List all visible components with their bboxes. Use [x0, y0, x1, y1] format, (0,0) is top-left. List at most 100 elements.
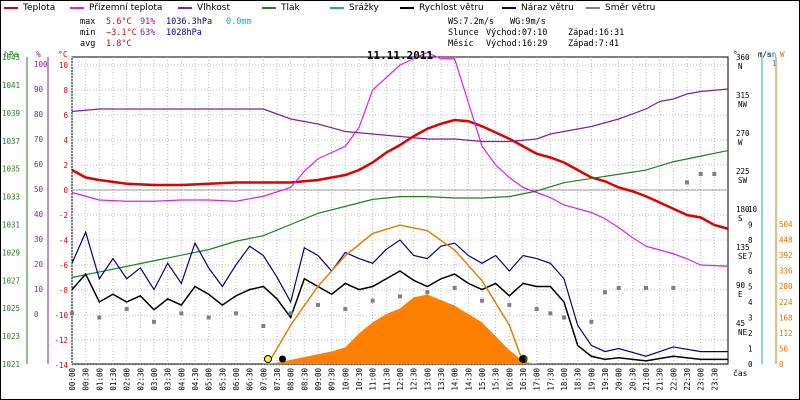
sunrise-marker [263, 355, 272, 363]
stats-avg-temp: 1.8°C [106, 39, 132, 49]
wind-direction-point [534, 307, 539, 312]
wind-direction-point [343, 307, 348, 312]
x-tick-label: 11:30 [382, 368, 391, 391]
sunrise-time: Východ:07:10 [486, 28, 548, 38]
legend-item-2: Přízemní teplota [70, 3, 162, 13]
legend-swatch [4, 6, 18, 9]
legend-swatch [502, 6, 516, 9]
x-tick-label: 16:30 [519, 368, 528, 391]
pressure-tick: 1039 [2, 109, 20, 118]
moonset-time: Západ:7:41 [568, 39, 620, 49]
wind-direction-point [644, 286, 648, 290]
direction-tick-letter: E [738, 290, 743, 299]
legend: Teplota Přízemní teplota Vlhkost Tlak Srážky… [0, 0, 798, 16]
solar-tick: 392 [779, 251, 793, 260]
temperature-tick: 8 [63, 86, 68, 95]
series-line-rychlost-větru [71, 270, 728, 362]
humidity-tick: 0 [34, 310, 39, 319]
x-tick-label: 14:00 [451, 368, 460, 391]
rain-tick: 1 [772, 59, 777, 68]
wind-speed-info: WS:7.2m/s [448, 17, 495, 27]
stats-avg-label: avg [80, 39, 96, 49]
wind-direction-point [685, 180, 689, 185]
x-tick-label: 17:30 [546, 368, 555, 391]
solar-tick: 168 [779, 313, 793, 322]
direction-tick-letter: NW [738, 100, 748, 109]
x-tick-label: 01:30 [109, 368, 118, 391]
x-tick-label: 23:30 [710, 368, 719, 391]
legend-label: Rychlost větru [419, 3, 484, 13]
x-tick-label: 22:00 [669, 368, 678, 391]
pressure-unit: hPa [4, 50, 19, 59]
series-line-vlhkost [71, 88, 729, 143]
rain-unit: mm [767, 50, 777, 59]
x-tick-label: 13:30 [437, 368, 446, 391]
solar-tick: 56 [779, 344, 789, 353]
wind-direction-point [425, 290, 430, 295]
pressure-tick: 1027 [2, 276, 20, 285]
temperature-tick: -6 [59, 261, 69, 270]
temperature-tick: -10 [54, 311, 68, 320]
wind-direction-point [698, 172, 703, 176]
x-tick-label: 08:30 [300, 368, 309, 391]
direction-tick-letter: N [738, 62, 743, 71]
pressure-tick: 1031 [2, 221, 20, 230]
series-line-tlak [71, 149, 729, 279]
wind-direction-point [480, 298, 484, 303]
humidity-tick: 100 [34, 60, 48, 69]
x-tick-label: 21:00 [642, 368, 651, 391]
solar-tick: 336 [779, 267, 793, 276]
x-tick-label: 12:30 [410, 368, 419, 391]
moon-label: Měsíc [448, 39, 474, 49]
wind-direction-point [603, 290, 607, 295]
wind-speed-unit: m/s [758, 50, 772, 59]
direction-tick: 360 [736, 53, 750, 62]
x-tick-label: 07:00 [259, 368, 268, 391]
wind-direction-point [124, 307, 129, 312]
legend-swatch [178, 6, 192, 9]
stats-max-rain: 0.0mm [226, 17, 252, 27]
stats-min-label: min [80, 28, 96, 38]
x-tick-label: 03:00 [150, 368, 159, 391]
x-tick-label: 16:00 [505, 368, 514, 391]
legend-swatch [330, 6, 344, 9]
temperature-tick: -14 [54, 361, 68, 370]
legend-swatch [262, 6, 276, 9]
wind-direction-point [70, 311, 74, 316]
x-tick-label: 17:00 [533, 368, 542, 391]
legend-swatch [70, 6, 84, 9]
wind-speed-tick: 1 [748, 345, 753, 354]
x-tick-label: 12:00 [396, 368, 405, 391]
wind-direction-point [234, 311, 238, 316]
x-tick-label: 20:00 [615, 368, 624, 391]
moonrise-marker [518, 355, 526, 363]
humidity-tick: 40 [34, 210, 44, 219]
legend-item-6: Rychlost větru [400, 3, 484, 13]
humidity-tick: 10 [34, 285, 44, 294]
stats-min-press: 1028hPa [166, 28, 202, 38]
x-tick-label: 08:00 [287, 368, 296, 391]
wind-speed-tick: 3 [748, 314, 753, 323]
humidity-tick: 90 [34, 85, 44, 94]
direction-tick-letter: S [738, 214, 743, 223]
pressure-tick: 1029 [2, 248, 20, 257]
wind-direction-point [288, 311, 293, 316]
temperature-tick: -4 [59, 236, 69, 245]
legend-label: Směr větru [605, 3, 656, 13]
solar-tick: 280 [779, 282, 793, 291]
legend-label: Vlhkost [197, 3, 230, 13]
x-tick-label: 05:30 [218, 368, 227, 391]
series-line-sun-curve [267, 224, 525, 365]
humidity-tick: 20 [34, 260, 44, 269]
temperature-tick: -8 [59, 286, 69, 295]
legend-label: Náraz větru [521, 3, 574, 13]
x-tick-label: 18:00 [560, 368, 569, 391]
temperature-tick: 4 [63, 136, 68, 145]
stats-max-press: 1036.3hPa [166, 17, 213, 27]
stats-max-hum: 91% [140, 17, 156, 27]
wind-direction-point [671, 286, 676, 290]
temperature-tick: 6 [63, 111, 68, 120]
x-axis-label: čas [733, 368, 748, 378]
pressure-tick: 1033 [2, 193, 20, 202]
humidity-tick: 30 [34, 235, 44, 244]
